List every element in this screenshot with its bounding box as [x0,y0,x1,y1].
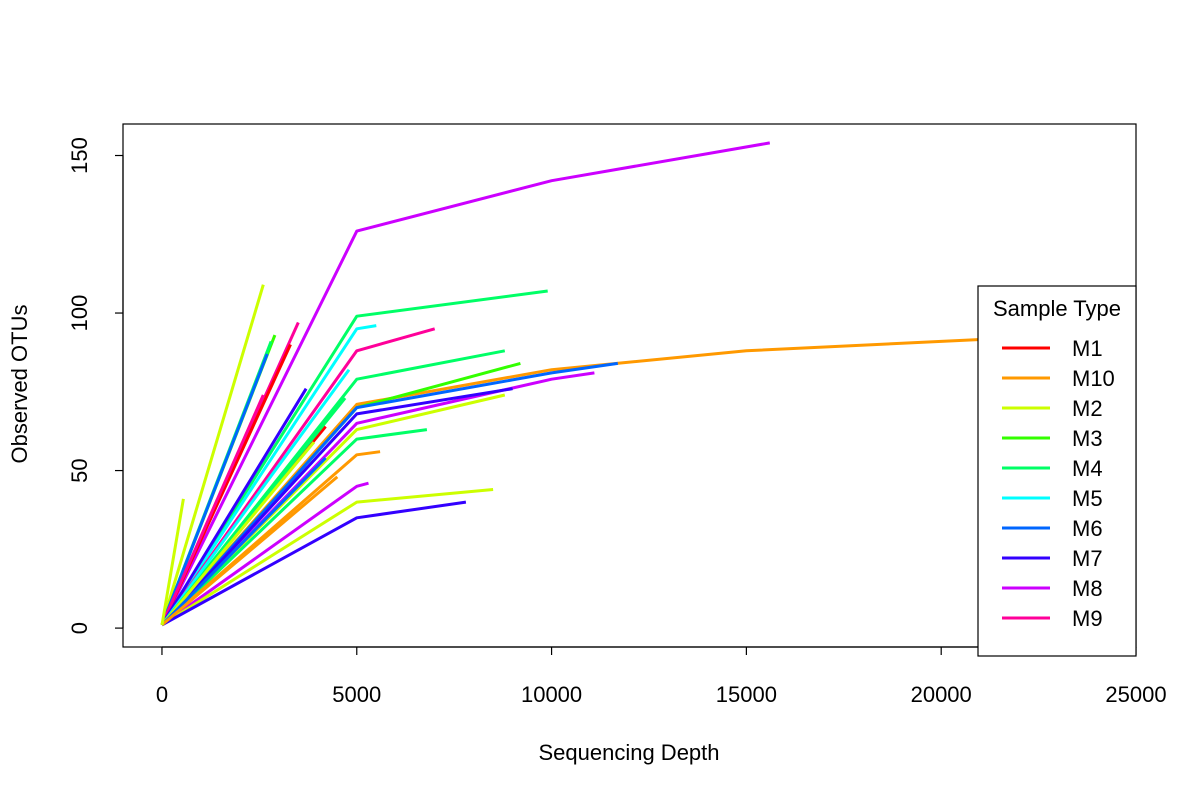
series-line-m6-8 [160,361,619,626]
series-line-m7-10 [160,387,513,626]
legend-label-m8: M8 [1072,576,1103,601]
series-line-m10-30 [161,475,339,627]
legend-box [977,285,1137,657]
series-line-m6-20 [160,353,269,626]
legend-title: Sample Type [993,296,1121,321]
x-axis-title: Sequencing Depth [538,740,719,765]
legend: Sample Type M1 M10 M2 M3 M4 M5 M6 M7 M8 M9 [977,285,1137,657]
legend-label-m1: M1 [1072,336,1103,361]
series-line-m8-1 [160,141,771,626]
x-axis: 0 5000 10000 15000 20000 25000 [156,646,1167,707]
series-line-m6-29 [160,456,327,626]
legend-items: M1 M10 M2 M3 M4 M5 M6 M7 M8 M9 [1002,336,1115,631]
y-tick-label: 150 [67,137,92,174]
x-tick-label: 5000 [332,682,381,707]
series-line-m2-28 [160,441,316,626]
series-line-m2-15 [161,488,494,627]
series-line-m5-25 [160,368,351,626]
series-line-m8-14 [161,481,369,627]
series-layer [160,141,1136,627]
series-line-m9-23 [160,394,265,626]
series-line-m2-31 [160,498,185,626]
series-line-m4-12 [160,428,428,626]
x-tick-label: 15000 [716,682,777,707]
y-axis-title: Observed OTUs [7,305,32,464]
series-line-m10-2 [160,330,1136,626]
x-tick-label: 10000 [521,682,582,707]
x-tick-label: 20000 [911,682,972,707]
x-tick-label: 25000 [1105,682,1166,707]
series-line-m7-16 [161,500,467,627]
legend-label-m9: M9 [1072,606,1103,631]
series-line-m7-24 [160,387,308,626]
y-axis: 0 50 100 150 [67,137,124,634]
x-tick-label: 0 [156,682,168,707]
series-line-m9-5 [160,327,436,626]
y-tick-label: 50 [67,458,92,482]
legend-label-m2: M2 [1072,396,1103,421]
series-line-m5-4 [160,324,377,626]
legend-label-m3: M3 [1072,426,1103,451]
legend-label-m7: M7 [1072,546,1103,571]
legend-label-m6: M6 [1072,516,1103,541]
series-line-m4-3 [160,289,548,626]
series-line-m2-17 [160,284,265,626]
y-tick-label: 0 [67,622,92,634]
legend-label-m4: M4 [1072,456,1103,481]
legend-label-m5: M5 [1072,486,1103,511]
legend-label-m10: M10 [1072,366,1115,391]
y-tick-label: 100 [67,295,92,332]
